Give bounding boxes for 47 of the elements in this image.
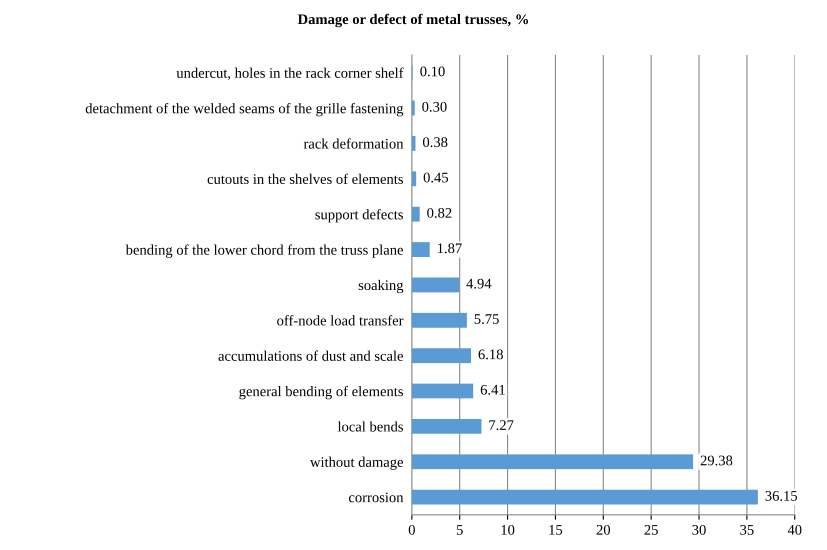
- data-label: 0.45: [424, 172, 448, 183]
- y-tick-label: general bending of elements: [239, 386, 403, 400]
- y-tick-label: without damage: [310, 456, 404, 470]
- data-label: 0.30: [422, 102, 447, 112]
- chart-title: Damage or defect of metal trusses, %: [298, 14, 528, 28]
- data-label: 0.10: [420, 66, 445, 76]
- x-tick-label: 10: [502, 524, 514, 535]
- bar: [412, 171, 416, 186]
- x-tick-label: 0: [408, 524, 415, 535]
- data-label: 1.87: [438, 243, 462, 254]
- y-tick-label: cutouts in the shelves of elements: [208, 174, 403, 184]
- y-tick-label: support defects: [315, 209, 403, 222]
- bar: [412, 454, 694, 470]
- y-tick-label: corrosion: [348, 492, 404, 502]
- data-label: 5.75: [474, 314, 499, 324]
- bar: [412, 348, 472, 364]
- x-tick-label: 20: [596, 524, 610, 535]
- y-tick-label: detachment of the welded seams of the grille fastening: [86, 102, 404, 116]
- data-label: 6.41: [480, 384, 505, 395]
- x-tick-label: 40: [788, 524, 802, 535]
- x-tick-label: 35: [740, 524, 754, 535]
- y-tick-label: accumulations of dust and scale: [218, 350, 403, 361]
- data-label: 7.27: [489, 420, 514, 430]
- data-label: 0.82: [427, 208, 452, 218]
- bar: [412, 384, 474, 398]
- bar: [412, 312, 467, 328]
- data-label: 6.18: [478, 349, 503, 360]
- bar: [412, 242, 430, 257]
- x-tick-label: 30: [692, 524, 706, 535]
- y-tick-label: soaking: [358, 280, 404, 294]
- bar: [412, 277, 460, 292]
- data-label: 29.38: [700, 456, 732, 466]
- y-tick-label: local bends: [338, 421, 403, 432]
- bar: [412, 206, 420, 222]
- bar: [412, 418, 482, 434]
- y-tick-label: bending of the lower chord from the truss plane: [126, 244, 404, 258]
- x-tick-label: 5: [456, 525, 463, 535]
- data-label: 36.15: [766, 490, 798, 501]
- y-tick-label: undercut, holes in the rack corner shelf: [176, 67, 404, 80]
- data-label: 0.38: [422, 137, 448, 148]
- x-tick-label: 25: [644, 524, 658, 535]
- data-label: 4.94: [466, 278, 492, 289]
- bar: [412, 136, 416, 151]
- y-tick-label: off-node load transfer: [277, 315, 404, 326]
- x-tick-label: 15: [549, 525, 562, 535]
- y-tick-label: rack deformation: [304, 138, 404, 149]
- bar: [412, 490, 758, 505]
